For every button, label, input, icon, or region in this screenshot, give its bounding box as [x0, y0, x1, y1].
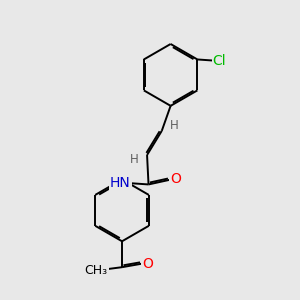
- Text: O: O: [142, 257, 153, 271]
- Text: H: H: [170, 119, 178, 132]
- Text: CH₃: CH₃: [85, 264, 108, 277]
- Text: O: O: [170, 172, 181, 186]
- Text: Cl: Cl: [213, 54, 226, 68]
- Text: HN: HN: [110, 176, 130, 190]
- Text: H: H: [130, 153, 139, 166]
